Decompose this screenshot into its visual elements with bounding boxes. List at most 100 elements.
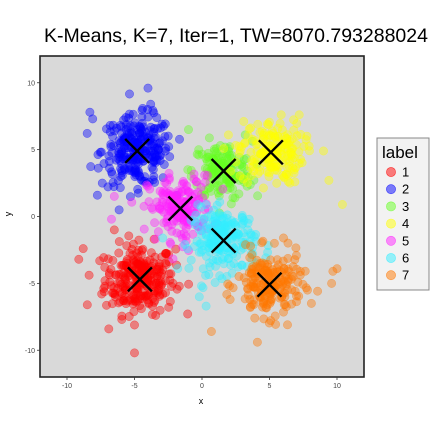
data-point bbox=[287, 144, 297, 154]
data-point bbox=[203, 212, 213, 222]
legend-item-4: 4 bbox=[386, 216, 409, 231]
data-point bbox=[277, 125, 287, 135]
data-point bbox=[263, 120, 273, 130]
data-point bbox=[177, 187, 187, 197]
data-point bbox=[263, 247, 272, 257]
data-point bbox=[264, 172, 274, 182]
data-point bbox=[124, 231, 134, 241]
data-point bbox=[276, 110, 286, 120]
data-point bbox=[137, 118, 147, 128]
data-point bbox=[164, 302, 174, 312]
data-point bbox=[262, 303, 271, 313]
data-point bbox=[202, 170, 212, 180]
data-point bbox=[124, 109, 134, 119]
series-4-points bbox=[219, 110, 347, 209]
data-point bbox=[226, 166, 236, 176]
data-point bbox=[148, 204, 158, 214]
data-point bbox=[209, 205, 219, 215]
data-point bbox=[196, 202, 206, 212]
data-point bbox=[152, 151, 162, 161]
data-point bbox=[143, 83, 153, 93]
data-point bbox=[111, 270, 121, 280]
data-point bbox=[122, 257, 132, 266]
data-point bbox=[140, 292, 150, 301]
data-point bbox=[324, 175, 334, 185]
data-point bbox=[134, 121, 144, 131]
data-point bbox=[283, 253, 293, 263]
data-point bbox=[155, 204, 165, 214]
data-point bbox=[269, 238, 279, 248]
data-point bbox=[258, 183, 268, 193]
data-point bbox=[253, 191, 263, 201]
data-point bbox=[207, 161, 217, 171]
data-point bbox=[283, 320, 292, 330]
data-point bbox=[225, 295, 235, 304]
data-point bbox=[283, 238, 293, 248]
data-point bbox=[120, 283, 130, 293]
data-point bbox=[181, 236, 191, 246]
data-point bbox=[149, 271, 159, 281]
data-point bbox=[245, 253, 255, 263]
data-point bbox=[155, 290, 165, 300]
data-point bbox=[246, 171, 256, 181]
data-point bbox=[130, 293, 140, 303]
data-point bbox=[243, 284, 253, 294]
data-point bbox=[222, 154, 232, 164]
data-point bbox=[107, 214, 116, 224]
data-point bbox=[240, 138, 250, 148]
data-point bbox=[124, 166, 134, 176]
data-point bbox=[184, 279, 194, 289]
data-point bbox=[243, 166, 253, 176]
data-point bbox=[246, 241, 256, 251]
data-point bbox=[161, 258, 171, 268]
data-point bbox=[109, 141, 119, 151]
data-point bbox=[150, 218, 160, 228]
data-point bbox=[190, 189, 200, 199]
y-tick-label: -5 bbox=[29, 281, 35, 288]
data-point bbox=[278, 170, 288, 180]
data-point bbox=[235, 171, 245, 181]
data-point bbox=[222, 213, 232, 223]
data-point bbox=[292, 297, 301, 307]
data-point bbox=[234, 141, 244, 151]
data-point bbox=[217, 274, 227, 284]
data-point bbox=[163, 222, 173, 231]
data-point bbox=[93, 190, 102, 200]
data-point bbox=[299, 141, 309, 151]
data-point bbox=[291, 243, 301, 253]
data-point bbox=[152, 113, 162, 123]
data-point bbox=[215, 185, 225, 195]
data-point bbox=[249, 300, 259, 309]
data-point bbox=[253, 169, 263, 179]
data-point bbox=[243, 225, 253, 235]
data-point bbox=[165, 297, 175, 306]
data-point bbox=[157, 136, 167, 146]
chart-title: K-Means, K=7, Iter=1, TW=8070.793288024 bbox=[44, 25, 428, 47]
y-tick-label: 0 bbox=[31, 214, 35, 221]
data-point bbox=[155, 156, 165, 166]
plot-panel bbox=[40, 56, 364, 377]
data-point bbox=[332, 264, 342, 274]
data-point bbox=[225, 150, 235, 160]
data-point bbox=[306, 298, 316, 308]
data-point bbox=[302, 131, 312, 141]
legend-label: 6 bbox=[402, 251, 409, 266]
data-point bbox=[263, 119, 272, 129]
data-point bbox=[289, 168, 299, 178]
data-point bbox=[139, 224, 149, 234]
data-point bbox=[223, 279, 233, 289]
data-point bbox=[246, 123, 256, 133]
data-point bbox=[279, 307, 288, 317]
data-point bbox=[248, 282, 258, 292]
data-point bbox=[139, 201, 149, 211]
data-point bbox=[140, 172, 150, 182]
data-point bbox=[249, 278, 258, 288]
legend-box bbox=[376, 137, 430, 291]
data-point bbox=[215, 225, 225, 235]
legend-swatch bbox=[386, 201, 396, 212]
data-point bbox=[137, 112, 147, 122]
data-point bbox=[281, 302, 291, 312]
data-point bbox=[298, 279, 308, 289]
data-point bbox=[292, 131, 302, 141]
data-point bbox=[115, 183, 125, 193]
